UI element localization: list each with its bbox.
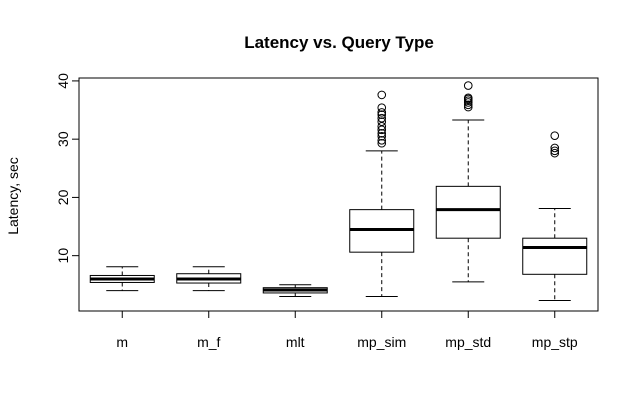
outlier-point bbox=[550, 146, 560, 156]
outlier-point bbox=[463, 81, 473, 90]
box-mp_sim bbox=[349, 90, 415, 297]
outlier-point bbox=[377, 103, 387, 113]
iqr-box bbox=[522, 237, 588, 275]
iqr-box bbox=[435, 185, 501, 239]
x-tick-label: mp_sim bbox=[357, 334, 406, 350]
plot-frame bbox=[78, 77, 599, 312]
outlier-point bbox=[377, 90, 387, 100]
outlier-point bbox=[463, 100, 473, 110]
outlier-point bbox=[550, 131, 560, 140]
x-tick-label: m_f bbox=[197, 334, 220, 350]
y-tick-label: 30 bbox=[55, 131, 71, 147]
outlier-point bbox=[377, 129, 387, 138]
box-m bbox=[89, 266, 155, 292]
outlier-point bbox=[377, 138, 387, 148]
outlier-point bbox=[463, 102, 473, 112]
y-axis-label: Latency, sec bbox=[5, 157, 21, 235]
plot-area: 10 20 30 40 m m_f mlt mp_sim mp_std mp_stp bbox=[55, 73, 599, 350]
x-tick-label: m bbox=[116, 334, 128, 350]
outlier-point bbox=[377, 125, 387, 135]
outlier-point bbox=[377, 131, 387, 141]
outlier-point bbox=[377, 117, 387, 126]
x-tick-label: mlt bbox=[286, 334, 305, 350]
box-mp_stp bbox=[522, 131, 588, 302]
outlier-point bbox=[377, 108, 387, 117]
outlier-point bbox=[377, 122, 387, 131]
outlier-point bbox=[377, 136, 387, 145]
chart-title: Latency vs. Query Type bbox=[244, 33, 434, 52]
box-mlt bbox=[262, 284, 328, 297]
outlier-point bbox=[377, 113, 387, 123]
box-mp_std bbox=[435, 81, 501, 283]
y-tick-label: 40 bbox=[55, 73, 71, 89]
outlier-point bbox=[377, 110, 387, 119]
outlier-point bbox=[550, 143, 560, 153]
outlier-point bbox=[550, 148, 560, 158]
box-m_f bbox=[176, 266, 242, 292]
outlier-point bbox=[463, 93, 473, 103]
x-tick-label: mp_std bbox=[445, 334, 491, 350]
y-tick-label: 10 bbox=[55, 248, 71, 264]
x-tick-label: mp_stp bbox=[532, 334, 578, 350]
y-tick-label: 20 bbox=[55, 189, 71, 205]
